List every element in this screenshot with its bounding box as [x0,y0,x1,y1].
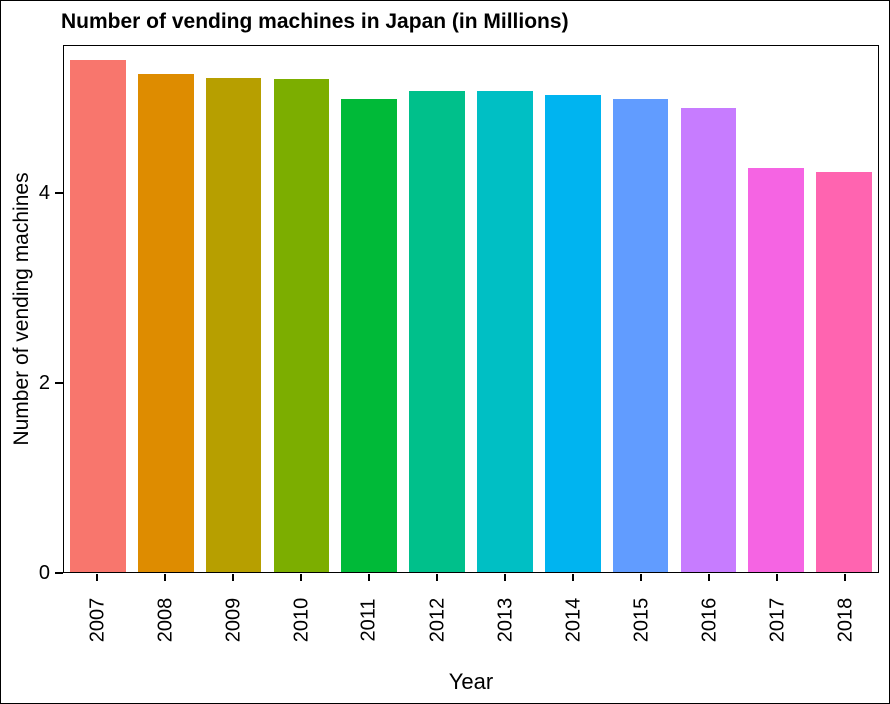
bar-2016 [680,108,737,572]
x-slot: 2010 [267,574,335,659]
x-label-wrap: 2010 [267,581,335,659]
bar-2014 [544,95,601,572]
x-label-wrap: 2017 [743,581,811,659]
bar-2017 [748,168,804,572]
x-label-wrap: 2013 [471,581,539,659]
bar-slot [539,46,607,572]
bar-2015 [612,98,669,572]
x-tick-mark [164,574,166,581]
x-tick-label: 2009 [222,597,244,643]
x-slot: 2013 [471,574,539,659]
x-tick-label: 2012 [426,597,448,643]
bar-slot [674,46,742,572]
x-slot: 2009 [199,574,267,659]
y-tick-label: 2 [38,372,50,395]
x-slot: 2016 [675,574,743,659]
bar-2008 [137,74,194,572]
x-axis-title: Year [448,669,494,694]
x-label-wrap: 2009 [199,581,267,659]
x-tick-label: 2010 [290,597,312,643]
x-tick-mark [368,574,370,581]
y-tick-mark [55,382,63,385]
x-label-wrap: 2014 [539,581,607,659]
x-axis: 2007 2008 2009 2010 2011 2012 2013 2014 2015 2016… [63,574,879,659]
x-tick-label: 2016 [698,597,720,643]
x-tick-mark [232,574,234,581]
x-tick-mark [640,574,642,581]
x-slot: 2018 [811,574,879,659]
x-tick-mark [844,574,846,581]
x-label-wrap: 2016 [675,581,743,659]
bar-2013 [477,91,533,572]
x-label-wrap: 2011 [335,581,403,659]
x-tick-mark [708,574,710,581]
x-tick-label: 2013 [494,597,516,643]
x-tick-label: 2011 [357,598,380,642]
x-slot: 2007 [63,574,131,659]
x-slot: 2014 [539,574,607,659]
x-tick-label: 2008 [154,597,176,643]
bar-2010 [273,79,330,572]
x-label-wrap: 2012 [403,581,471,659]
x-label-wrap: 2008 [131,581,199,659]
x-tick-label: 2017 [766,597,788,643]
x-slot: 2017 [743,574,811,659]
y-tick: 0 [39,563,63,583]
y-axis: 0 2 4 [1,45,63,583]
x-slot: 2012 [403,574,471,659]
bar-slot [335,46,403,572]
bar-slot [742,46,810,572]
x-slot: 2015 [607,574,675,659]
x-tick-label: 2018 [834,597,856,643]
bar-slot [64,46,132,572]
x-label-wrap: 2015 [607,581,675,659]
x-tick-label: 2007 [86,597,108,643]
bar-slot [607,46,675,572]
bar-2011 [341,98,398,572]
x-tick-mark [504,574,506,581]
bar-slot [403,46,471,572]
bar-slot [267,46,335,572]
bar-2012 [409,91,465,572]
bar-slot [200,46,268,572]
x-tick-mark [572,574,574,581]
bar-2009 [205,78,262,572]
x-tick-mark [300,574,302,581]
y-tick: 4 [39,183,63,203]
x-label-wrap: 2007 [63,581,131,659]
y-tick-label: 4 [38,182,50,205]
x-slot: 2011 [335,574,403,659]
x-tick-label: 2014 [562,597,584,643]
y-tick-mark [55,572,63,574]
y-tick-mark [55,192,63,195]
bar-slot [471,46,539,572]
y-tick: 2 [39,373,63,393]
x-slot: 2008 [131,574,199,659]
y-tick-label: 0 [38,562,50,584]
bar-2018 [816,171,872,572]
x-tick-mark [776,574,778,581]
chart-title: Number of vending machines in Japan (in … [61,10,569,33]
plot-panel [63,45,879,573]
bar-slot [810,46,878,572]
x-tick-label: 2015 [630,597,652,643]
bar-2007 [70,60,126,572]
x-label-wrap: 2018 [811,581,879,659]
x-tick-mark [96,574,98,581]
x-tick-mark [436,574,438,581]
bar-slot [132,46,200,572]
